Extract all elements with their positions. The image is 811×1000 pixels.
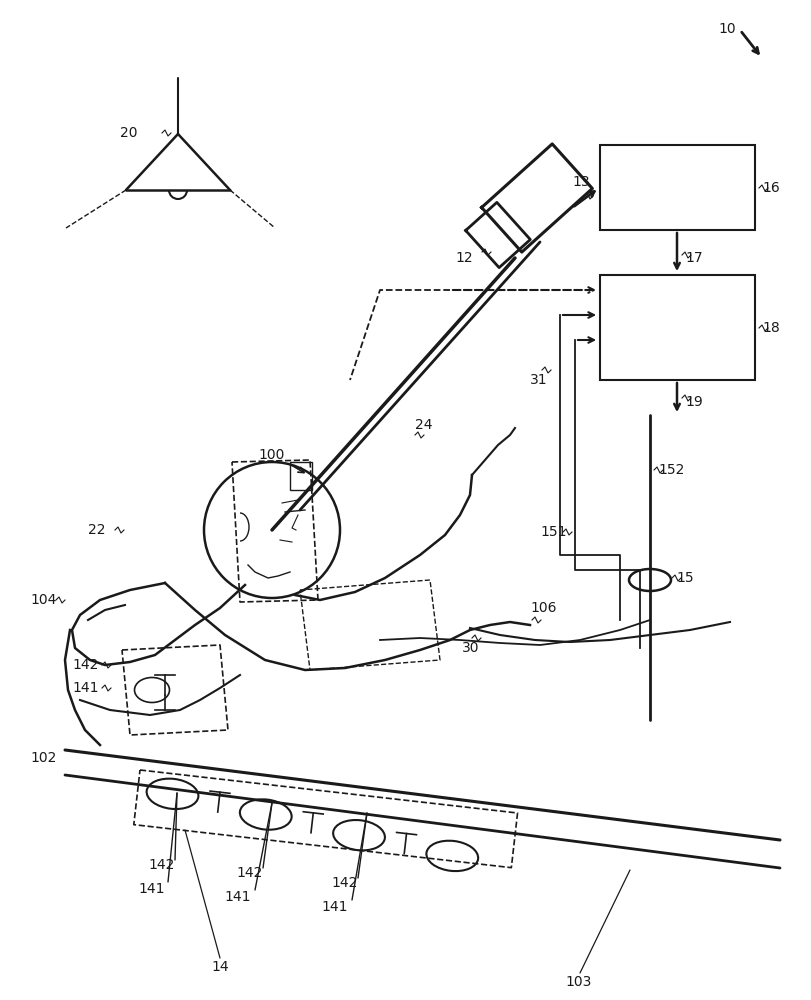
Text: 14: 14 <box>211 960 229 974</box>
Text: 141: 141 <box>225 890 251 904</box>
Text: 152: 152 <box>658 463 684 477</box>
Bar <box>290 462 312 490</box>
Bar <box>600 275 755 380</box>
Text: 141: 141 <box>322 900 348 914</box>
Text: 20: 20 <box>120 126 138 140</box>
Text: 106: 106 <box>530 601 556 615</box>
Text: 151: 151 <box>540 525 567 539</box>
Text: 18: 18 <box>762 321 779 335</box>
Text: 141: 141 <box>72 681 98 695</box>
Text: 30: 30 <box>462 641 479 655</box>
Text: 10: 10 <box>718 22 736 36</box>
Bar <box>600 145 755 230</box>
Text: 102: 102 <box>30 751 57 765</box>
Text: 24: 24 <box>415 418 432 432</box>
Text: 19: 19 <box>685 395 703 409</box>
Text: 16: 16 <box>762 181 779 195</box>
Text: 103: 103 <box>565 975 591 989</box>
Text: 142: 142 <box>332 876 358 890</box>
Text: 31: 31 <box>530 373 547 387</box>
Text: 141: 141 <box>139 882 165 896</box>
Text: 104: 104 <box>30 593 57 607</box>
Text: 142: 142 <box>148 858 175 872</box>
Text: 12: 12 <box>455 251 473 265</box>
Text: 142: 142 <box>72 658 98 672</box>
Text: 13: 13 <box>572 175 590 189</box>
Text: 100: 100 <box>258 448 285 462</box>
Text: 15: 15 <box>676 571 693 585</box>
Text: 142: 142 <box>237 866 264 880</box>
Text: 22: 22 <box>88 523 105 537</box>
Text: 17: 17 <box>685 251 702 265</box>
